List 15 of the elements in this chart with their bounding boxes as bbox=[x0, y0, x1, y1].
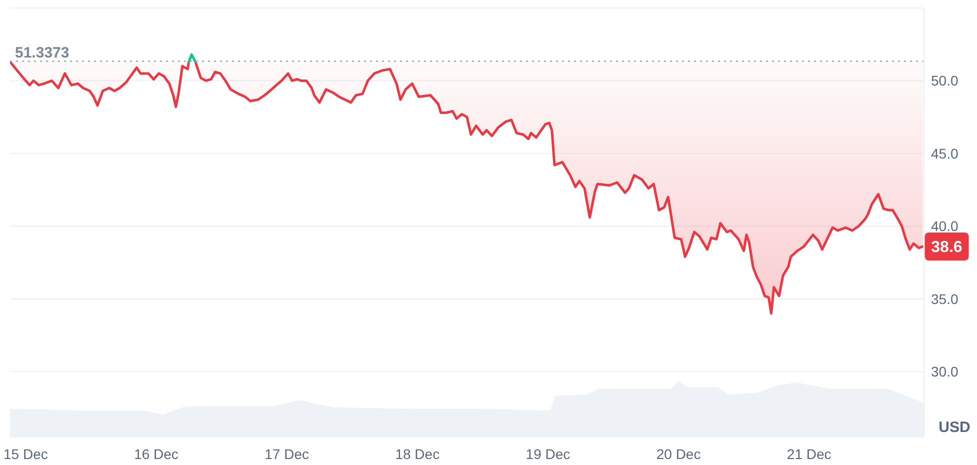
y-tick-label: 45.0 bbox=[931, 145, 958, 162]
y-axis-title: USD bbox=[938, 419, 970, 436]
y-tick-label: 50.0 bbox=[931, 72, 958, 89]
x-tick-label: 21 Dec bbox=[786, 446, 832, 462]
x-tick-label: 18 Dec bbox=[395, 446, 440, 462]
x-tick-label: 20 Dec bbox=[656, 446, 701, 462]
x-tick-label: 16 Dec bbox=[134, 446, 178, 462]
data-label: 38.6 bbox=[931, 239, 962, 256]
y-tick-label: 30.0 bbox=[931, 364, 958, 380]
ref-line-label: 51.3373 bbox=[15, 44, 70, 62]
y-tick-label: 40.0 bbox=[931, 218, 958, 234]
x-tick-label: 17 Dec bbox=[264, 446, 310, 462]
x-tick-label: 15 Dec bbox=[4, 446, 48, 462]
x-tick-label: 19 Dec bbox=[526, 446, 570, 462]
y-tick-label: 35.0 bbox=[931, 290, 958, 307]
